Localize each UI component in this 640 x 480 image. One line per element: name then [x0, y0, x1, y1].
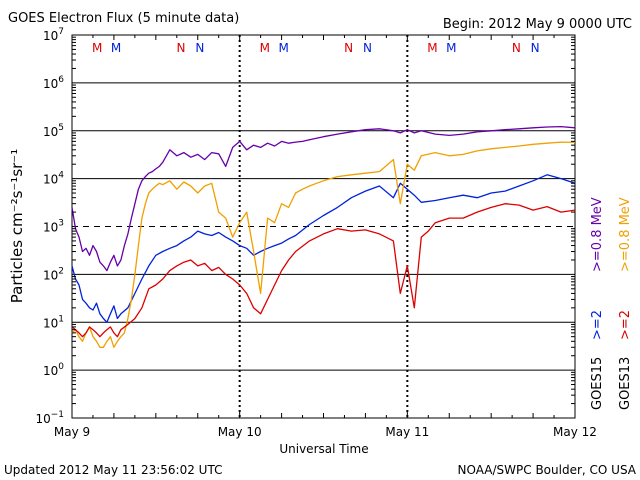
series-goes13-2 [71, 141, 576, 348]
series-goes15-1 [71, 174, 576, 323]
marker-m-8: M [427, 41, 437, 55]
x-axis-ticks: May 9 May 10 May 11 May 12 [54, 35, 597, 439]
marker-n-3: N [195, 41, 204, 55]
y-axis-ticks: 107 106 105 104 103 102 101 100 10−1 [35, 27, 575, 426]
marker-n-11: N [531, 41, 540, 55]
series-goes15-0 [71, 125, 576, 272]
legend-goes15-high: >=2 [590, 310, 605, 340]
plot-frame [71, 34, 576, 419]
legend-goes15-low: >=0.8 MeV [590, 197, 605, 272]
legend-goes15: GOES15 >=2 >=0.8 MeV [590, 197, 605, 410]
series-goes13-3 [71, 203, 576, 338]
series-layer [71, 125, 576, 348]
legend-goes15-sat: GOES15 [590, 357, 605, 410]
y-tick-label-8: 10−1 [35, 410, 64, 426]
marker-m-9: M [446, 41, 456, 55]
marker-m-5: M [278, 41, 288, 55]
day-separators [238, 35, 409, 418]
x-tick-label-1: May 10 [218, 425, 262, 439]
updated-timestamp: Updated 2012 May 11 23:56:02 UTC [4, 463, 222, 477]
credit-label: NOAA/SWPC Boulder, CO USA [458, 463, 637, 477]
x-tick-label-2: May 11 [385, 425, 429, 439]
plot-area [71, 34, 576, 419]
legend-goes13-low: >=0.8 MeV [618, 197, 633, 272]
marker-m-4: M [260, 41, 270, 55]
marker-n-10: N [512, 41, 521, 55]
y-tick-label-5: 102 [43, 266, 64, 282]
marker-m-0: M [92, 41, 102, 55]
legend-goes13: GOES13 >=2 >=0.8 MeV [618, 197, 633, 410]
begin-label: Begin: 2012 May 9 0000 UTC [443, 17, 632, 32]
y-tick-label-1: 106 [43, 75, 64, 91]
x-tick-label-0: May 9 [54, 425, 90, 439]
y-tick-label-7: 100 [43, 362, 64, 378]
chart-title: GOES Electron Flux (5 minute data) [8, 11, 239, 26]
legend-goes13-sat: GOES13 [618, 357, 633, 410]
marker-n-2: N [176, 41, 185, 55]
grid-lines [72, 82, 575, 371]
marker-n-7: N [363, 41, 372, 55]
marker-m-1: M [111, 41, 121, 55]
y-tick-label-0: 107 [43, 27, 64, 43]
x-axis-label: Universal Time [279, 442, 368, 456]
y-tick-label-3: 104 [43, 171, 64, 187]
y-tick-label-6: 101 [43, 314, 64, 330]
marker-n-6: N [344, 41, 353, 55]
legend-goes13-high: >=2 [618, 310, 633, 340]
y-axis-label: Particles cm⁻²s⁻¹sr⁻¹ [8, 149, 26, 303]
y-tick-label-2: 105 [43, 123, 64, 139]
x-tick-label-3: May 12 [553, 425, 597, 439]
legend: GOES15 >=2 >=0.8 MeV GOES13 >=2 >=0.8 Me… [590, 197, 633, 410]
y-tick-label-4: 103 [43, 219, 64, 235]
